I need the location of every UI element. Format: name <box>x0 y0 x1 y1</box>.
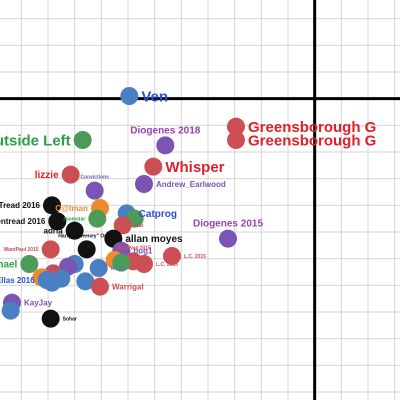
data-point <box>41 309 60 328</box>
data-point <box>89 259 108 277</box>
data-label: Warrigal <box>112 282 144 291</box>
data-label: Rachael <box>0 260 18 271</box>
data-label: Outside Left <box>0 132 71 149</box>
data-label: Diogenes 2018 <box>130 125 200 136</box>
data-point <box>85 181 104 200</box>
data-label: Ellas 2016 <box>0 276 35 285</box>
data-point <box>135 255 153 273</box>
data-point <box>144 157 163 176</box>
data-point <box>73 131 92 149</box>
data-label: C@tman <box>55 204 88 213</box>
data-point <box>20 255 39 273</box>
data-label: No Go <box>111 266 126 272</box>
data-point <box>91 277 109 296</box>
data-point <box>219 229 237 248</box>
data-point <box>156 136 175 155</box>
data-label: allan moyes <box>125 234 183 245</box>
data-point <box>227 131 245 149</box>
data-label: Harry "Sweeney" Organ <box>58 233 115 239</box>
data-label: Greensborough G <box>248 132 376 149</box>
data-point <box>77 240 96 259</box>
data-label: Andrew_Earlwood <box>156 180 226 189</box>
data-label: Lu <box>50 264 56 270</box>
data-point <box>61 165 80 184</box>
data-point <box>43 196 61 215</box>
data-label: lizzie <box>35 170 59 181</box>
data-points <box>1 87 245 328</box>
data-point <box>41 240 60 259</box>
data-label: Sentread 2016 <box>0 217 46 226</box>
data-point <box>113 216 132 235</box>
data-label: WantPaul 2015 <box>4 247 39 253</box>
data-point <box>65 221 84 240</box>
data-point <box>163 247 181 265</box>
data-label: Convictions <box>80 175 109 181</box>
data-label: Haz <box>135 223 144 229</box>
data-label: zoomstar <box>63 216 85 222</box>
data-label: Greensborough G <box>248 119 376 136</box>
data-label: Sohar <box>63 316 77 322</box>
data-label: Whisper <box>165 159 224 176</box>
data-point <box>135 175 153 193</box>
data-label: Tread 2016 <box>0 201 41 210</box>
data-point <box>88 209 107 228</box>
data-label: WantPaul 2015 <box>116 245 151 251</box>
data-point <box>227 117 245 136</box>
data-label: Diogenes 2015 <box>193 219 263 230</box>
data-point <box>48 212 67 231</box>
data-point <box>52 269 71 288</box>
data-point <box>120 87 139 105</box>
data-label: adria <box>44 226 64 235</box>
data-label: L.C. 2015 <box>184 254 206 260</box>
data-label: Catprog <box>139 209 177 220</box>
data-point <box>112 253 131 272</box>
data-label: KayJay <box>24 298 53 307</box>
data-point <box>1 301 20 320</box>
data-label: L.C. 2015 <box>156 262 178 268</box>
data-label: bug1 <box>133 246 153 255</box>
data-label: Ven <box>141 88 168 105</box>
data-point <box>76 272 95 291</box>
